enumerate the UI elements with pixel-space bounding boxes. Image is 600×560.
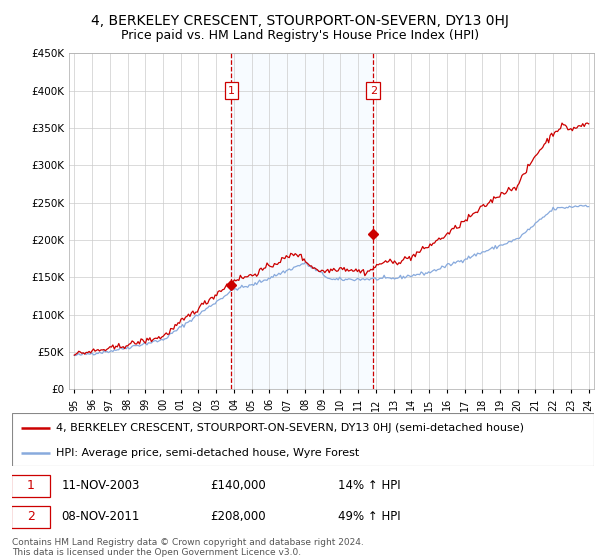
FancyBboxPatch shape [11,506,50,528]
Text: £208,000: £208,000 [210,510,266,523]
Text: 1: 1 [26,479,35,492]
Text: 2: 2 [26,510,35,523]
Text: 49% ↑ HPI: 49% ↑ HPI [338,510,401,523]
Text: £140,000: £140,000 [210,479,266,492]
Text: 1: 1 [228,86,235,96]
Text: 08-NOV-2011: 08-NOV-2011 [61,510,140,523]
Text: Price paid vs. HM Land Registry's House Price Index (HPI): Price paid vs. HM Land Registry's House … [121,29,479,42]
Text: 4, BERKELEY CRESCENT, STOURPORT-ON-SEVERN, DY13 0HJ (semi-detached house): 4, BERKELEY CRESCENT, STOURPORT-ON-SEVER… [56,423,524,433]
Text: 4, BERKELEY CRESCENT, STOURPORT-ON-SEVERN, DY13 0HJ: 4, BERKELEY CRESCENT, STOURPORT-ON-SEVER… [91,14,509,28]
Text: 11-NOV-2003: 11-NOV-2003 [61,479,140,492]
Text: Contains HM Land Registry data © Crown copyright and database right 2024.
This d: Contains HM Land Registry data © Crown c… [12,538,364,557]
FancyBboxPatch shape [12,413,594,466]
Bar [232,53,373,389]
FancyBboxPatch shape [11,475,50,497]
Text: 2: 2 [370,86,377,96]
Text: 14% ↑ HPI: 14% ↑ HPI [338,479,401,492]
Text: HPI: Average price, semi-detached house, Wyre Forest: HPI: Average price, semi-detached house,… [56,447,359,458]
